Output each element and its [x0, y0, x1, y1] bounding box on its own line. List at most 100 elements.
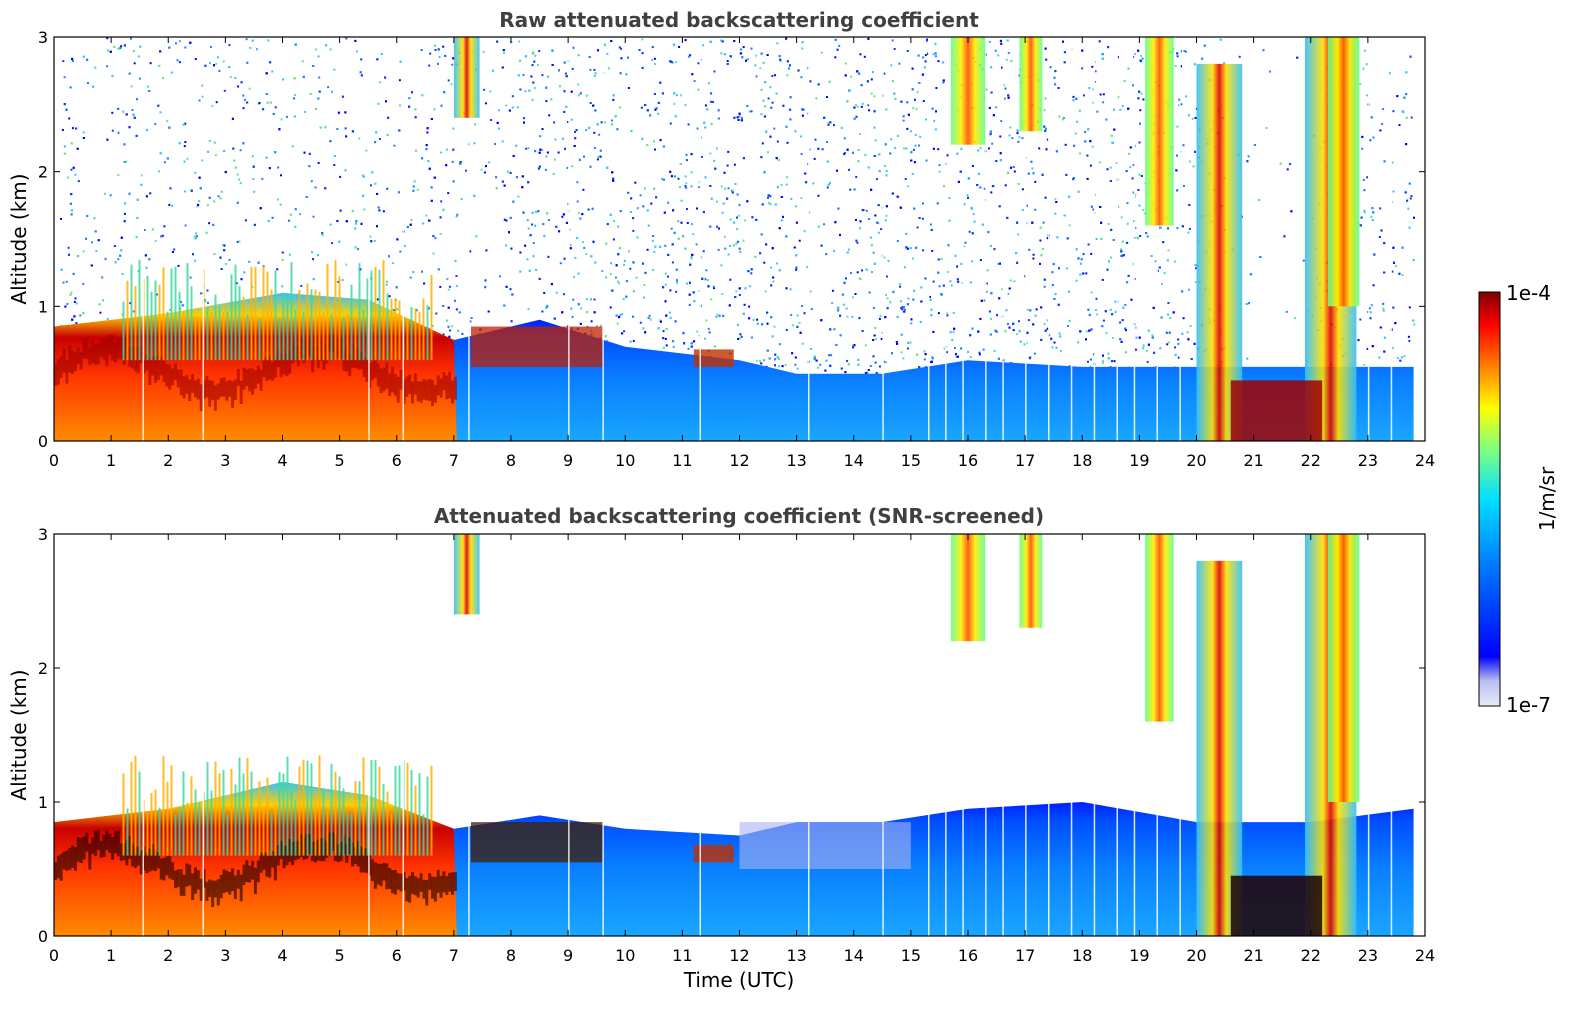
noise-pixel [795, 266, 798, 269]
noise-pixel [234, 166, 237, 169]
noise-pixel [691, 73, 694, 76]
noise-pixel [925, 39, 928, 42]
noise-pixel [1294, 317, 1297, 320]
noise-pixel [1125, 329, 1127, 332]
noise-pixel [429, 52, 432, 55]
noise-pixel [1246, 357, 1249, 360]
noise-pixel [1183, 50, 1186, 52]
noise-pixel [685, 159, 688, 162]
noise-pixel [634, 181, 637, 184]
noise-pixel [801, 114, 804, 117]
noise-pixel [1043, 125, 1046, 128]
noise-pixel [496, 40, 499, 43]
noise-pixel [964, 241, 967, 244]
noise-pixel [1089, 140, 1092, 143]
noise-pixel [1147, 343, 1150, 346]
noise-pixel [986, 269, 989, 272]
noise-pixel [432, 235, 435, 238]
noise-pixel [212, 223, 215, 226]
noise-pixel [501, 140, 504, 143]
noise-pixel [912, 148, 915, 151]
noise-pixel [312, 215, 315, 218]
noise-pixel [551, 64, 554, 66]
noise-pixel [194, 259, 196, 262]
noise-pixel [661, 92, 664, 95]
noise-pixel [998, 297, 1001, 300]
noise-pixel [854, 293, 857, 295]
noise-pixel [1040, 306, 1043, 309]
noise-pixel [898, 62, 901, 65]
noise-pixel [603, 121, 606, 124]
noise-pixel [117, 174, 120, 177]
noise-pixel [403, 245, 406, 247]
noise-pixel [736, 228, 739, 231]
noise-pixel [1408, 182, 1411, 185]
noise-pixel [197, 203, 200, 206]
noise-pixel [727, 187, 730, 190]
noise-pixel [914, 144, 917, 147]
noise-pixel [653, 93, 656, 95]
noise-pixel [574, 256, 577, 259]
noise-pixel [117, 47, 120, 50]
noise-pixel [362, 175, 365, 178]
noise-pixel [761, 203, 764, 206]
noise-pixel [267, 220, 270, 222]
noise-pixel [951, 338, 954, 341]
noise-pixel [946, 154, 949, 157]
noise-pixel [736, 216, 738, 219]
noise-pixel [820, 51, 823, 54]
noise-pixel [1112, 239, 1115, 241]
noise-pixel [763, 261, 766, 264]
noise-pixel [525, 147, 528, 150]
noise-pixel [824, 369, 827, 372]
noise-pixel [339, 175, 342, 178]
noise-pixel [845, 277, 847, 280]
noise-pixel [1080, 262, 1082, 265]
noise-pixel [630, 197, 633, 200]
noise-pixel [1302, 259, 1305, 262]
noise-pixel [979, 147, 982, 149]
noise-pixel [177, 264, 180, 267]
noise-pixel [1043, 109, 1046, 112]
noise-pixel [565, 105, 568, 108]
noise-pixel [609, 306, 612, 309]
noise-pixel [677, 237, 680, 240]
noise-pixel [388, 255, 390, 258]
noise-pixel [657, 112, 660, 115]
noise-pixel [281, 258, 284, 261]
noise-pixel [434, 237, 437, 240]
noise-pixel [1119, 321, 1122, 324]
noise-pixel [629, 340, 632, 343]
noise-pixel [1191, 117, 1194, 120]
noise-pixel [841, 293, 844, 296]
noise-pixel [721, 293, 724, 295]
noise-pixel [900, 307, 903, 310]
noise-pixel [1151, 334, 1154, 337]
noise-pixel [489, 90, 492, 93]
noise-pixel [186, 157, 189, 160]
noise-pixel [301, 60, 304, 63]
noise-pixel [736, 240, 739, 243]
noise-pixel [1062, 118, 1064, 121]
noise-pixel [1279, 162, 1282, 165]
noise-pixel [1043, 285, 1046, 288]
noise-pixel [98, 303, 101, 306]
noise-pixel [662, 346, 665, 349]
noise-pixel [1098, 40, 1101, 43]
noise-pixel [490, 119, 492, 121]
noise-pixel [903, 147, 905, 150]
noise-pixel [627, 56, 629, 59]
noise-pixel [1185, 50, 1187, 53]
noise-pixel [1126, 281, 1129, 284]
noise-pixel [627, 87, 630, 89]
noise-pixel [909, 341, 912, 344]
noise-pixel [910, 151, 913, 154]
noise-pixel [781, 365, 784, 368]
noise-pixel [542, 223, 545, 226]
noise-pixel [891, 39, 894, 42]
noise-pixel [358, 137, 361, 140]
noise-pixel [713, 287, 715, 290]
noise-pixel [594, 261, 597, 264]
noise-pixel [712, 285, 715, 288]
noise-pixel [946, 271, 949, 273]
